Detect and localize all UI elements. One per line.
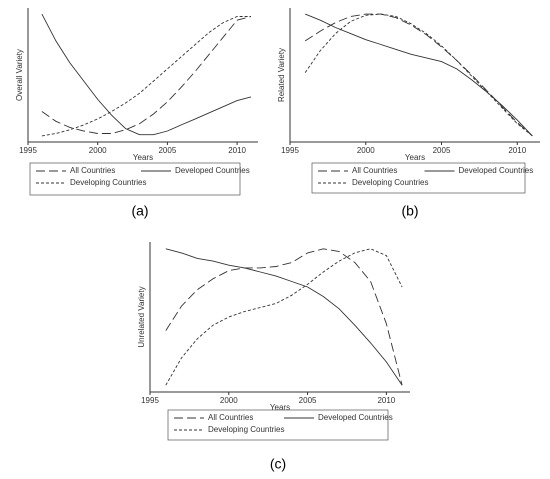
panel-caption: (a) [131,203,148,219]
legend-label: All Countries [352,166,397,175]
x-tick-label: 2005 [433,146,451,155]
x-tick-label: 2010 [508,146,526,155]
legend-box [29,162,241,196]
series-line [165,248,403,386]
x-tick-label: 2010 [228,146,246,155]
series-line [41,16,252,134]
legend-label: Developed Countries [318,413,393,422]
legend-label: All Countries [208,413,253,422]
legend-box [311,162,526,194]
x-tick-label: 1995 [141,396,159,405]
x-tick-label: 1995 [281,146,299,155]
x-tick-label: 2010 [377,396,395,405]
y-axis-label: Related Variety [277,48,286,102]
legend-label: Developing Countries [208,425,285,434]
x-tick-label: 2005 [299,396,317,405]
legend-label: Developing Countries [352,178,429,187]
panel-caption: (c) [270,456,286,472]
legend-box [167,409,389,441]
legend-label: Developed Countries [175,166,250,175]
series-line [305,13,533,137]
legend-label: Developing Countries [70,178,147,187]
legend-label: Developed Countries [459,166,534,175]
x-axis-label: Years [133,153,153,162]
series-line [165,248,403,386]
series-line [304,13,533,137]
series-line [304,13,533,137]
x-axis-label: Years [270,403,290,412]
x-tick-label: 2000 [89,146,107,155]
series-line [41,16,251,137]
y-axis-label: Overall Variety [15,49,24,101]
x-tick-label: 2000 [357,146,375,155]
x-axis-label: Years [405,153,425,162]
y-axis-label: Unrelated Variety [137,286,146,347]
x-tick-label: 1995 [19,146,37,155]
x-tick-label: 2000 [220,396,238,405]
series-line [41,13,252,136]
legend-label: All Countries [70,166,115,175]
panel-caption: (b) [401,203,418,219]
series-line [165,248,403,386]
x-tick-label: 2005 [158,146,176,155]
